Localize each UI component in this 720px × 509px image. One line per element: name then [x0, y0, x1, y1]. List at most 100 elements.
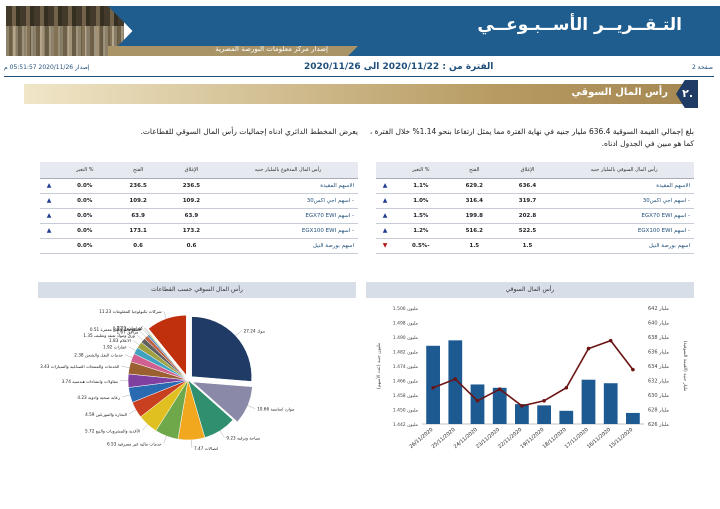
pie-leader-line	[124, 354, 133, 358]
pie-slice-label: 7.47 اتصالات	[194, 446, 218, 451]
open-value: 316.4	[447, 193, 501, 209]
col-header: الفتح	[447, 162, 501, 179]
direction-cell: ▲	[376, 178, 394, 194]
market-cap-chart: مليون 1.506 مليون 1.498 مليون 1.490 مليون 1…	[375, 306, 688, 450]
col-header: % التغير	[394, 162, 448, 179]
col-header: رأس المال السوقي بالمليار جنيه	[554, 162, 694, 179]
close-value: 319.7	[500, 193, 555, 209]
sector-paragraph: يعرض المخطط الدائري ادناه إجماليات رأس ا…	[140, 127, 358, 136]
close-value: 236.5	[164, 178, 219, 194]
line-point	[453, 377, 458, 381]
pie-slice	[149, 333, 189, 381]
direction-cell: ▲	[376, 223, 394, 239]
up-arrow-icon: ▲	[46, 197, 52, 204]
y-left-tick-label: مليون 1.458	[393, 393, 419, 399]
direction-cell: ▲	[376, 193, 394, 209]
name: - اسهم EGX70 EWI	[554, 208, 694, 224]
y-left-tick-label: مليون 1.506	[393, 306, 419, 312]
bar	[559, 410, 574, 424]
up-arrow-icon: ▲	[382, 212, 388, 219]
pie-slice-label: عقارات 1.92	[103, 345, 127, 350]
line-point	[564, 385, 569, 390]
sector-pie-chart: 27.24 بنوك 10.66 موارد اساسية 9.23 سياحة و…	[40, 309, 294, 451]
pie-leader-line	[163, 435, 167, 444]
name: - اسهم اجي اكس30	[554, 193, 694, 209]
bar	[492, 387, 507, 424]
change-value: 0.0%	[58, 238, 112, 254]
up-arrow-icon: ▲	[382, 227, 388, 234]
pie-slice-label: شركات تكنولوجيا المعلومات 11.23	[99, 309, 162, 314]
y-left-tick-label: مليون 1.482	[393, 350, 419, 356]
pie-leader-line	[128, 346, 136, 351]
table-row: اسهم بورصة النيل 1.5 1.5 -0.5% ▼	[376, 238, 694, 254]
bar	[448, 340, 463, 424]
header-subtitle-strip: إصدار مركز معلومات البورصة المصرية	[108, 46, 358, 56]
y-left-tick-label: مليون 1.474	[393, 364, 419, 370]
open-value: 199.8	[447, 208, 501, 224]
page-number: صفحة 2	[692, 64, 713, 71]
table-row: - اسهم EGX70 EWI 63.9 63.9 0.0% ▲	[40, 208, 358, 224]
pie-slice-label: ورق ومواد تعبئة وتغليف 1.35	[83, 333, 135, 338]
name: اسهم بورصة النيل	[218, 238, 358, 254]
y-right-tick-label: مليار 630	[648, 393, 669, 399]
change-value: 0.0%	[58, 223, 112, 239]
issue-timestamp: إصدار 2020/11/26 05:51:57 م	[4, 64, 90, 71]
up-arrow-icon: ▲	[46, 227, 52, 234]
y-right-tick-label: مليار 628	[648, 408, 669, 414]
pie-slice-label: خدمات النقل والشحن 2.38	[74, 353, 123, 358]
pie-slice-label: 27.24 بنوك	[244, 328, 265, 333]
section-number: ٢.	[676, 80, 698, 108]
up-arrow-icon: ▲	[46, 182, 52, 189]
close-value: 63.9	[164, 208, 219, 224]
line-point	[431, 385, 435, 390]
line-point	[608, 338, 613, 343]
open-value: 63.9	[111, 208, 165, 224]
y-left-tick-label: مليون 1.498	[393, 321, 419, 327]
change-value: 0.0%	[58, 193, 112, 209]
close-value: 0.6	[164, 238, 219, 254]
x-tick-label: 15/11/2020	[608, 427, 634, 450]
market-cap-chart-title: رأس المال السوقي	[366, 282, 694, 298]
change-value: 0.0%	[58, 178, 112, 194]
direction-cell: ▲	[40, 223, 58, 239]
y-left-tick-label: مليون 1.442	[393, 422, 419, 428]
name: - اسهم EGX100 EWI	[554, 223, 694, 239]
col-header-arrow	[40, 162, 58, 179]
pie-slice-label: منسوجات وسلع معمرة 0.51	[90, 327, 141, 332]
pie-leader-line	[219, 430, 225, 438]
y-left-axis-label: مليون جنيه (عدد الأسهم)	[375, 342, 382, 389]
name: الاسهم المقيدة	[554, 178, 694, 194]
open-value: 516.2	[447, 223, 501, 239]
close-value: 522.5	[500, 223, 555, 239]
up-arrow-icon: ▲	[382, 197, 388, 204]
market-cap-table: رأس المال السوقي بالمليار جنيه الإغلاق ا…	[376, 162, 694, 254]
series-line	[432, 339, 634, 407]
y-right-tick-label: مليار 642	[648, 306, 669, 312]
line-point	[475, 399, 480, 403]
pie-slice-label: غاز وبترول 0.33	[113, 326, 143, 331]
pie-slice-label: خدمات مالية غير مصرفية 6.53	[107, 441, 162, 446]
col-header-arrow	[376, 162, 394, 179]
pie-leader-line	[121, 365, 130, 368]
table-row: - اسهم EGX100 EWI 173.2 173.1 0.0% ▲	[40, 223, 358, 239]
y-left-tick-label: مليون 1.450	[393, 408, 419, 414]
bar	[626, 412, 640, 424]
pie-slice	[148, 315, 187, 376]
y-left-tick-label: مليون 1.490	[393, 335, 419, 341]
table-row: اسهم بورصة النيل 0.6 0.6 0.0%	[40, 238, 358, 254]
close-value: 636.4	[500, 178, 555, 194]
line-point	[586, 346, 591, 351]
open-value: 173.1	[111, 223, 165, 239]
bar	[426, 345, 440, 424]
pie-slice-label: مقاولات وانشاءات هندسية 3.74	[62, 379, 118, 384]
open-value: 629.2	[447, 178, 501, 194]
col-header: الفتح	[111, 162, 165, 179]
direction-cell: ▼	[376, 238, 394, 254]
y-right-tick-label: مليار 638	[648, 335, 669, 341]
pie-slice-label: كيماويات 0.19	[117, 325, 143, 330]
bar	[603, 383, 618, 424]
y-left-tick-label: مليون 1.466	[393, 379, 419, 385]
pie-leader-line	[136, 334, 144, 341]
bar	[515, 404, 529, 424]
table-row: - اسهم اجي اكس30 319.7 316.4 1.0% ▲	[376, 193, 694, 209]
